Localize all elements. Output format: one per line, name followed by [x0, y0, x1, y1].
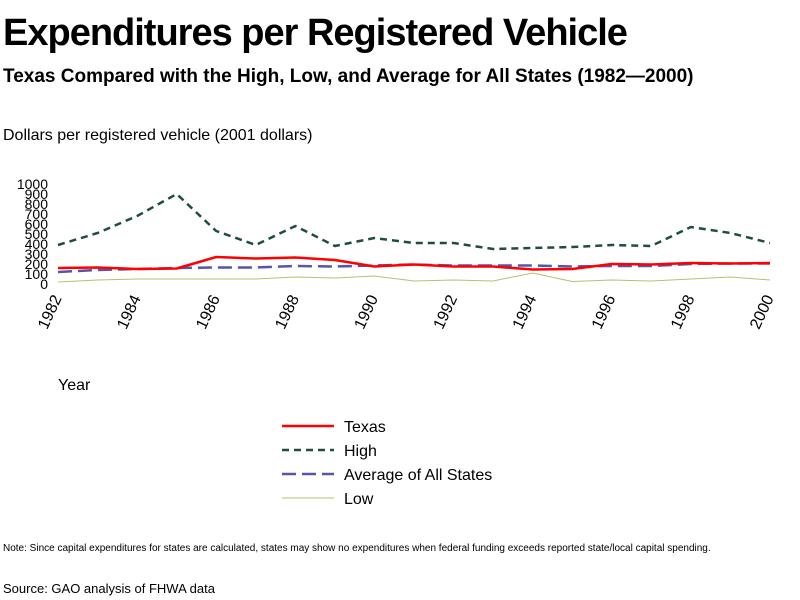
legend: Texas High Average of All States Low	[282, 419, 492, 508]
x-tick-label-1982: 1982	[35, 292, 65, 332]
series-line-low	[57, 272, 771, 283]
x-tick-label-1992: 1992	[431, 292, 461, 332]
y-axis-label: Dollars per registered vehicle (2001 dol…	[3, 127, 313, 144]
x-tick-label-1998: 1998	[668, 292, 698, 332]
y-tick-label-800: 800	[25, 196, 49, 212]
x-tick-label-1988: 1988	[273, 292, 303, 332]
source-note: Source: GAO analysis of FHWA data	[3, 581, 215, 596]
y-tick-label-300: 300	[25, 246, 49, 262]
y-tick-label-400: 400	[25, 236, 49, 252]
x-tick-label-1990: 1990	[352, 292, 382, 332]
series-line-texas	[57, 255, 771, 271]
series-line-average-of-all-states	[57, 262, 770, 274]
footnote: Note: Since capital expenditures for sta…	[3, 543, 711, 554]
x-axis-label: Year	[58, 377, 91, 394]
x-tick-label-1996: 1996	[589, 292, 619, 332]
series-line-high	[57, 192, 771, 251]
y-tick-label-100: 100	[25, 266, 49, 282]
y-tick-label-700: 700	[25, 206, 49, 222]
y-tick-label-200: 200	[25, 256, 49, 272]
series-lines	[57, 192, 771, 283]
legend-label-high: High	[344, 443, 377, 460]
y-tick-label-500: 500	[25, 226, 49, 242]
x-tick-label-2000: 2000	[747, 292, 777, 332]
x-tick-label-1986: 1986	[193, 292, 223, 332]
x-tick-label-1984: 1984	[114, 292, 144, 332]
x-tick-label-1994: 1994	[510, 292, 540, 332]
y-tick-label-600: 600	[25, 216, 49, 232]
chart-title: Expenditures per Registered Vehicle	[3, 12, 628, 54]
y-tick-label-0: 0	[40, 276, 48, 292]
legend-label-low: Low	[344, 491, 374, 508]
y-tick-label-1000: 1000	[17, 176, 48, 192]
legend-label-average-of-all-states: Average of All States	[344, 467, 492, 484]
y-tick-label-900: 900	[25, 186, 49, 202]
x-tick-labels: 1982 1984 1986 1988 1990 1992 1994 1996 1998 2000	[35, 292, 777, 332]
chart-subtitle: Texas Compared with the High, Low, and A…	[3, 66, 694, 87]
legend-label-texas: Texas	[344, 419, 386, 436]
